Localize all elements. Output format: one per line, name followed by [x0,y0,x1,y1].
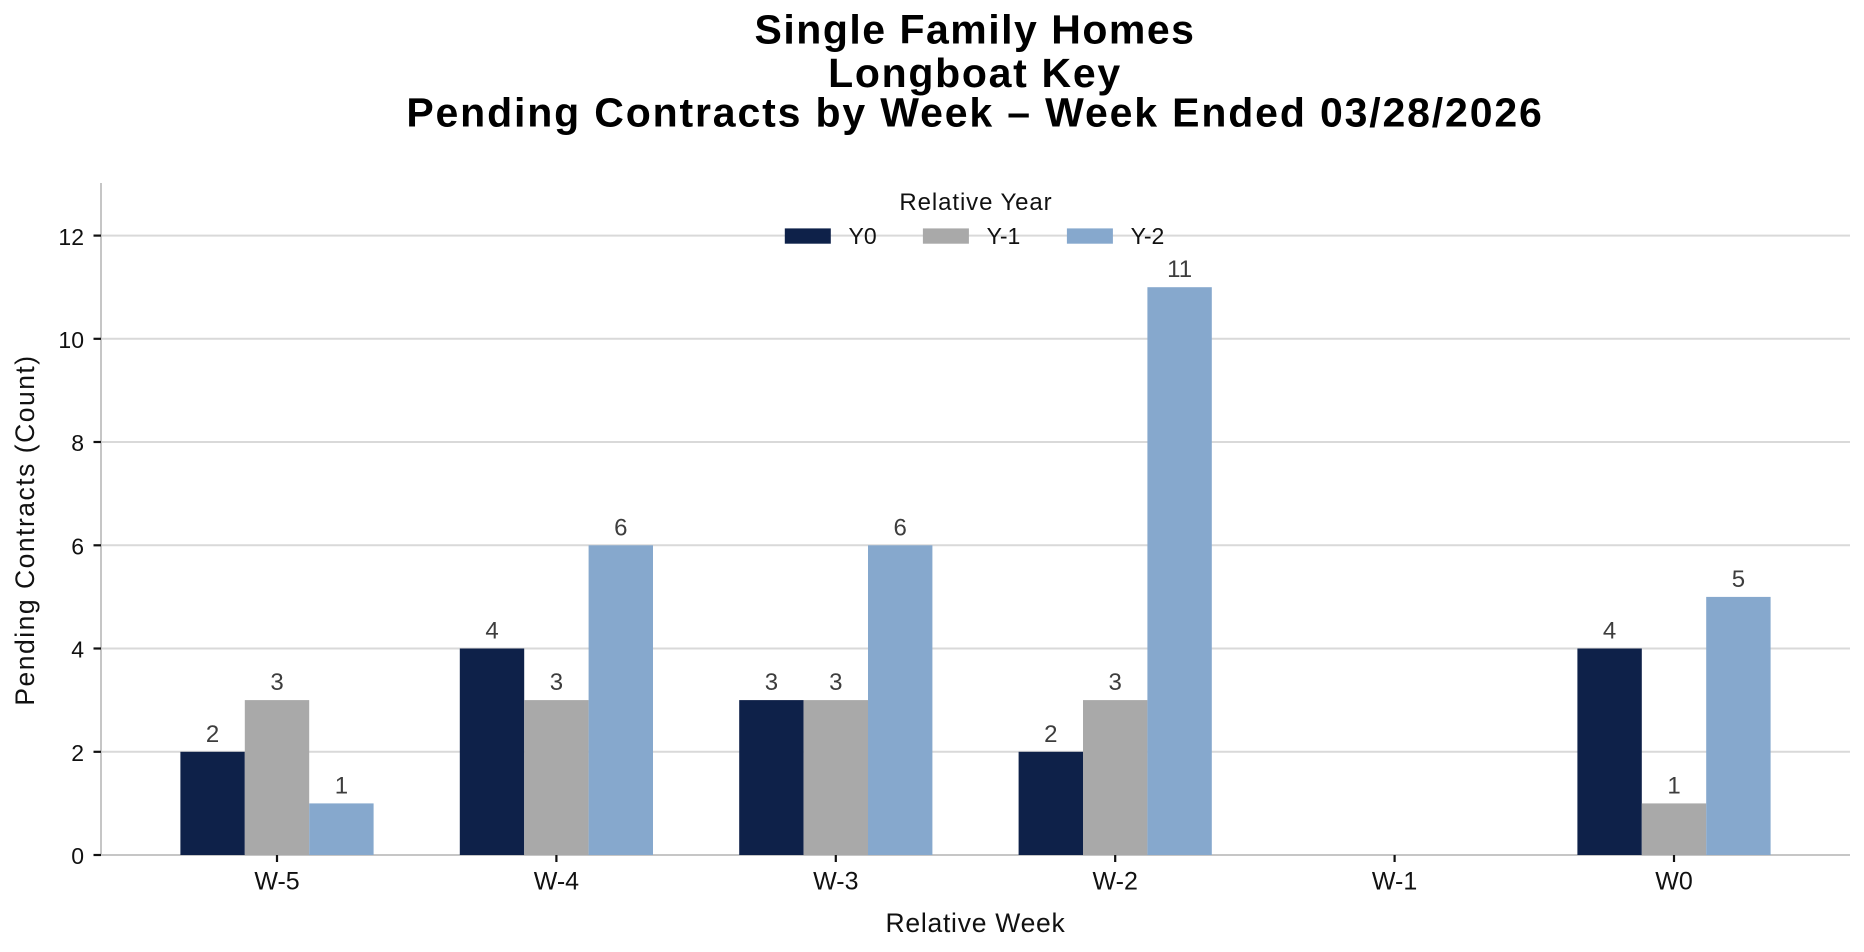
svg-text:4: 4 [485,618,498,645]
svg-text:4: 4 [1603,618,1616,645]
svg-text:W-1: W-1 [1372,868,1417,896]
svg-text:2: 2 [1044,721,1057,748]
svg-text:Longboat Key: Longboat Key [828,50,1122,96]
svg-text:W-3: W-3 [813,868,858,896]
svg-text:Relative Year: Relative Year [899,189,1052,216]
svg-text:W-2: W-2 [1093,868,1138,896]
svg-text:Pending Contracts by Week – We: Pending Contracts by Week – Week Ended 0… [406,90,1543,136]
svg-text:Relative Week: Relative Week [885,908,1065,938]
svg-text:3: 3 [1109,669,1122,696]
svg-text:3: 3 [550,669,563,696]
svg-text:6: 6 [71,534,84,560]
svg-text:Single Family Homes: Single Family Homes [755,6,1196,52]
svg-text:W-4: W-4 [534,868,579,896]
svg-text:4: 4 [71,637,84,663]
svg-text:1: 1 [1667,772,1680,799]
svg-text:10: 10 [58,327,84,353]
svg-text:8: 8 [71,430,84,456]
svg-text:11: 11 [1167,256,1192,283]
svg-text:2: 2 [71,740,84,766]
svg-text:Y-2: Y-2 [1131,223,1165,249]
svg-text:3: 3 [765,669,778,696]
svg-text:Y0: Y0 [849,223,877,249]
svg-text:6: 6 [614,514,627,541]
svg-text:5: 5 [1732,566,1745,593]
svg-text:2: 2 [206,721,219,748]
svg-text:W-5: W-5 [254,868,299,896]
svg-text:3: 3 [829,669,842,696]
svg-text:Pending Contracts (Count): Pending Contracts (Count) [10,354,40,705]
svg-text:W0: W0 [1655,868,1693,896]
svg-text:0: 0 [71,843,84,869]
svg-text:6: 6 [894,514,907,541]
svg-text:3: 3 [270,669,283,696]
svg-text:12: 12 [58,224,84,250]
svg-text:Y-1: Y-1 [987,223,1021,249]
svg-text:1: 1 [335,772,348,799]
